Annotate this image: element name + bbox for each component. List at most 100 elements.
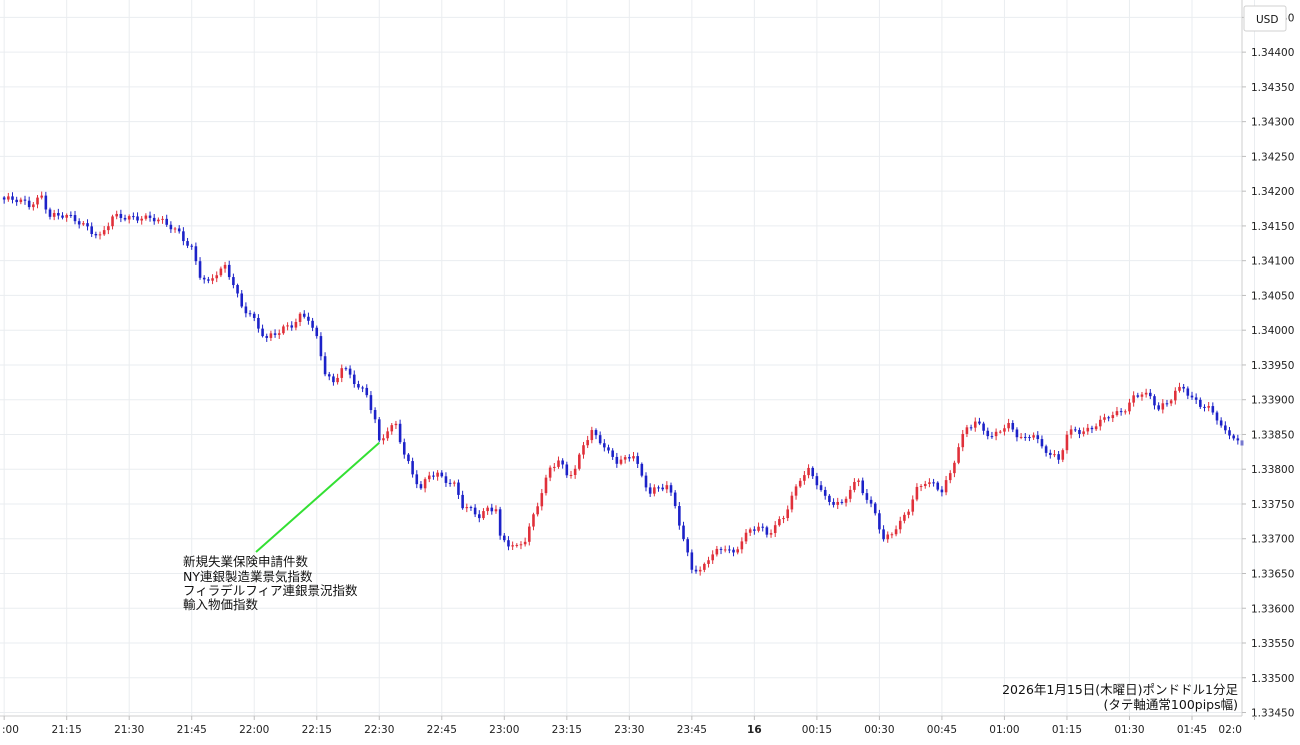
- candle: [119, 209, 123, 223]
- candle-body: [757, 526, 760, 531]
- candle: [1073, 426, 1077, 432]
- candle-body: [853, 481, 856, 490]
- candle: [432, 471, 435, 480]
- annotation-pointer-line: [255, 442, 380, 553]
- x-tick-label: 01:00: [989, 724, 1019, 736]
- candle-body: [653, 487, 656, 494]
- candle: [132, 212, 135, 220]
- candle-body: [327, 374, 331, 377]
- candle-body: [202, 277, 206, 280]
- candle: [819, 481, 823, 492]
- candle-body: [919, 486, 923, 488]
- candle: [311, 317, 314, 332]
- candle-body: [219, 268, 223, 276]
- candle-body: [123, 217, 127, 220]
- candle-body: [11, 196, 14, 200]
- candle-body: [411, 461, 414, 475]
- candle-body: [144, 215, 148, 219]
- candle-body: [1023, 436, 1027, 438]
- candle: [44, 191, 48, 214]
- x-tick-label: 21:15: [52, 724, 82, 736]
- candle: [473, 504, 477, 518]
- candle: [857, 478, 860, 487]
- candle-body: [761, 526, 764, 528]
- candle: [882, 525, 885, 542]
- candle-body: [1124, 411, 1127, 413]
- y-tick-label: 1.33550: [1251, 638, 1294, 650]
- annotation-line-4: 輸入物価指数: [183, 597, 259, 612]
- candle: [828, 494, 831, 506]
- candle: [569, 470, 573, 479]
- candle-body: [978, 421, 981, 424]
- candle-body: [44, 195, 48, 210]
- candle: [511, 541, 514, 551]
- candle-body: [1207, 406, 1210, 408]
- candle-body: [369, 395, 373, 411]
- candle: [323, 352, 327, 377]
- candle: [623, 454, 627, 464]
- candle: [540, 488, 544, 511]
- candle: [965, 424, 969, 438]
- candle-body: [1032, 435, 1035, 438]
- candle: [269, 330, 273, 341]
- candle-body: [828, 495, 831, 502]
- candle: [1232, 433, 1235, 441]
- candle: [640, 462, 644, 478]
- candle-body: [1165, 403, 1169, 405]
- candle: [528, 523, 531, 546]
- candle: [494, 505, 498, 514]
- candle: [919, 484, 923, 492]
- candle: [436, 470, 439, 481]
- candle: [553, 462, 556, 472]
- candle-body: [482, 511, 485, 519]
- x-axis[interactable]: :00 21:15 21:30 21:45 22:00 22:15 22:30 22:45 23…: [2, 716, 1256, 736]
- candle-body: [7, 196, 10, 200]
- candle-body: [427, 475, 431, 480]
- candle-body: [811, 467, 815, 477]
- currency-label: USD: [1256, 14, 1278, 26]
- candle-body: [223, 264, 227, 269]
- candle: [561, 458, 564, 469]
- candle-body: [1224, 425, 1227, 431]
- candle: [757, 522, 760, 533]
- candle-body: [873, 503, 877, 514]
- candle: [357, 380, 360, 390]
- candle: [423, 477, 427, 493]
- candle-body: [703, 563, 706, 570]
- candle: [211, 274, 214, 285]
- candle-body: [40, 195, 43, 198]
- x-tick-label: 22:30: [364, 724, 394, 736]
- candle-body: [786, 509, 790, 519]
- candle-body: [111, 216, 114, 227]
- candle: [157, 217, 160, 224]
- candle: [415, 470, 419, 489]
- candle-body: [157, 219, 160, 222]
- candle: [944, 475, 948, 496]
- candle-body: [165, 218, 169, 225]
- candle-body: [886, 534, 890, 540]
- candle: [632, 451, 635, 462]
- candle-body: [273, 333, 277, 335]
- candle-body: [882, 529, 885, 540]
- y-tick-label: 1.34100: [1251, 256, 1294, 268]
- candle-body: [565, 464, 569, 476]
- candle: [365, 384, 369, 398]
- candle-body: [603, 443, 606, 448]
- candle: [778, 516, 781, 527]
- candle: [115, 210, 118, 220]
- candle: [394, 420, 398, 430]
- candle-body: [794, 486, 798, 496]
- y-tick-label: 1.33750: [1251, 499, 1294, 511]
- candle: [665, 481, 669, 494]
- candle: [1023, 432, 1027, 441]
- candle: [332, 373, 335, 386]
- candle-body: [615, 456, 619, 464]
- candle-body: [790, 495, 794, 510]
- candle: [961, 429, 965, 452]
- candle: [678, 501, 681, 530]
- candle-body: [903, 514, 906, 521]
- candle: [11, 192, 14, 204]
- candle-body: [65, 214, 68, 218]
- candle-body: [969, 427, 973, 429]
- candle-body: [536, 506, 539, 515]
